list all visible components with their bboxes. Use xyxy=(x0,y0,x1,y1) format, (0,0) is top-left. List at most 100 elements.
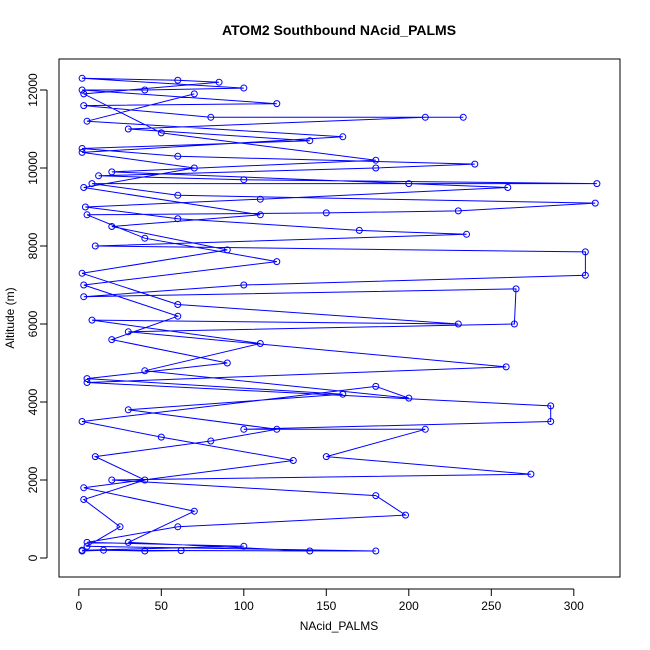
data-point xyxy=(83,542,91,550)
data-point xyxy=(81,203,89,211)
data-point xyxy=(78,418,86,426)
data-point xyxy=(504,184,512,192)
data-point xyxy=(256,340,264,348)
data-point xyxy=(80,293,88,301)
data-point xyxy=(124,125,132,133)
data-point xyxy=(80,484,88,492)
data-point xyxy=(527,470,535,478)
data-point xyxy=(273,425,281,433)
data-point xyxy=(174,76,182,84)
data-point xyxy=(91,242,99,250)
data-point xyxy=(157,433,165,441)
data-point xyxy=(405,394,413,402)
data-point xyxy=(100,546,108,554)
data-point xyxy=(78,269,86,277)
y-tick-label: 4000 xyxy=(26,388,40,415)
data-point xyxy=(339,133,347,141)
data-point xyxy=(372,164,380,172)
y-tick-label: 8000 xyxy=(26,232,40,259)
data-point xyxy=(223,246,231,254)
data-point xyxy=(190,507,198,515)
data-point xyxy=(223,359,231,367)
data-point xyxy=(190,90,198,98)
data-point xyxy=(141,476,149,484)
data-point xyxy=(174,523,182,531)
data-point xyxy=(372,547,380,555)
data-point xyxy=(141,547,149,555)
data-point xyxy=(273,258,281,266)
data-point xyxy=(80,90,88,98)
data-point xyxy=(177,547,185,555)
x-tick-label: 0 xyxy=(75,599,82,613)
data-line xyxy=(81,77,597,552)
x-tick-label: 200 xyxy=(399,599,419,613)
data-point xyxy=(273,100,281,108)
data-point xyxy=(141,367,149,375)
data-point xyxy=(80,184,88,192)
data-point xyxy=(591,199,599,207)
data-point xyxy=(83,379,91,387)
y-tick-label: 2000 xyxy=(26,466,40,493)
data-point xyxy=(454,320,462,328)
data-point xyxy=(124,406,132,414)
data-point xyxy=(339,390,347,398)
y-tick-label: 12000 xyxy=(26,73,40,107)
data-point xyxy=(502,363,510,371)
x-tick-label: 250 xyxy=(481,599,501,613)
data-point xyxy=(78,86,86,94)
x-axis-label: NAcid_PALMS xyxy=(300,619,378,633)
data-point xyxy=(581,271,589,279)
data-point xyxy=(256,211,264,219)
data-point xyxy=(174,191,182,199)
data-point xyxy=(174,301,182,309)
data-point xyxy=(459,113,467,121)
data-point xyxy=(157,129,165,137)
data-point xyxy=(88,316,96,324)
data-point xyxy=(116,523,124,531)
y-axis-label: Altitude (m) xyxy=(3,287,17,348)
chart-title: ATOM2 Southbound NAcid_PALMS xyxy=(222,22,456,38)
x-tick-label: 150 xyxy=(316,599,336,613)
data-point xyxy=(240,176,248,184)
data-point xyxy=(174,152,182,160)
data-point xyxy=(322,453,330,461)
data-point xyxy=(322,209,330,217)
data-point xyxy=(78,145,86,153)
data-point xyxy=(124,328,132,336)
data-point xyxy=(108,476,116,484)
data-point xyxy=(240,542,248,550)
data-point xyxy=(141,234,149,242)
data-point xyxy=(80,102,88,110)
x-tick-label: 100 xyxy=(234,599,254,613)
data-point xyxy=(372,382,380,390)
data-point xyxy=(454,207,462,215)
data-point xyxy=(78,148,86,156)
x-tick-label: 50 xyxy=(155,599,169,613)
x-tick-label: 300 xyxy=(564,599,584,613)
data-point xyxy=(512,285,520,293)
data-point xyxy=(240,425,248,433)
data-point xyxy=(471,160,479,168)
data-point xyxy=(402,511,409,519)
data-point xyxy=(207,113,215,121)
data-point xyxy=(547,418,555,426)
data-point xyxy=(124,538,132,546)
data-point xyxy=(421,113,429,121)
data-point xyxy=(83,538,91,546)
data-point xyxy=(463,230,471,238)
data-point xyxy=(108,336,116,344)
data-point xyxy=(78,74,86,82)
y-tick-label: 6000 xyxy=(26,310,40,337)
data-point xyxy=(108,223,116,231)
data-point xyxy=(593,180,601,188)
y-tick-label: 0 xyxy=(26,554,40,561)
data-point xyxy=(91,453,99,461)
data-point xyxy=(80,496,88,504)
data-point xyxy=(190,164,198,172)
plot-frame xyxy=(58,58,621,578)
data-point xyxy=(405,180,413,188)
data-point xyxy=(108,168,116,176)
data-point xyxy=(88,180,96,188)
data-point xyxy=(306,547,314,555)
